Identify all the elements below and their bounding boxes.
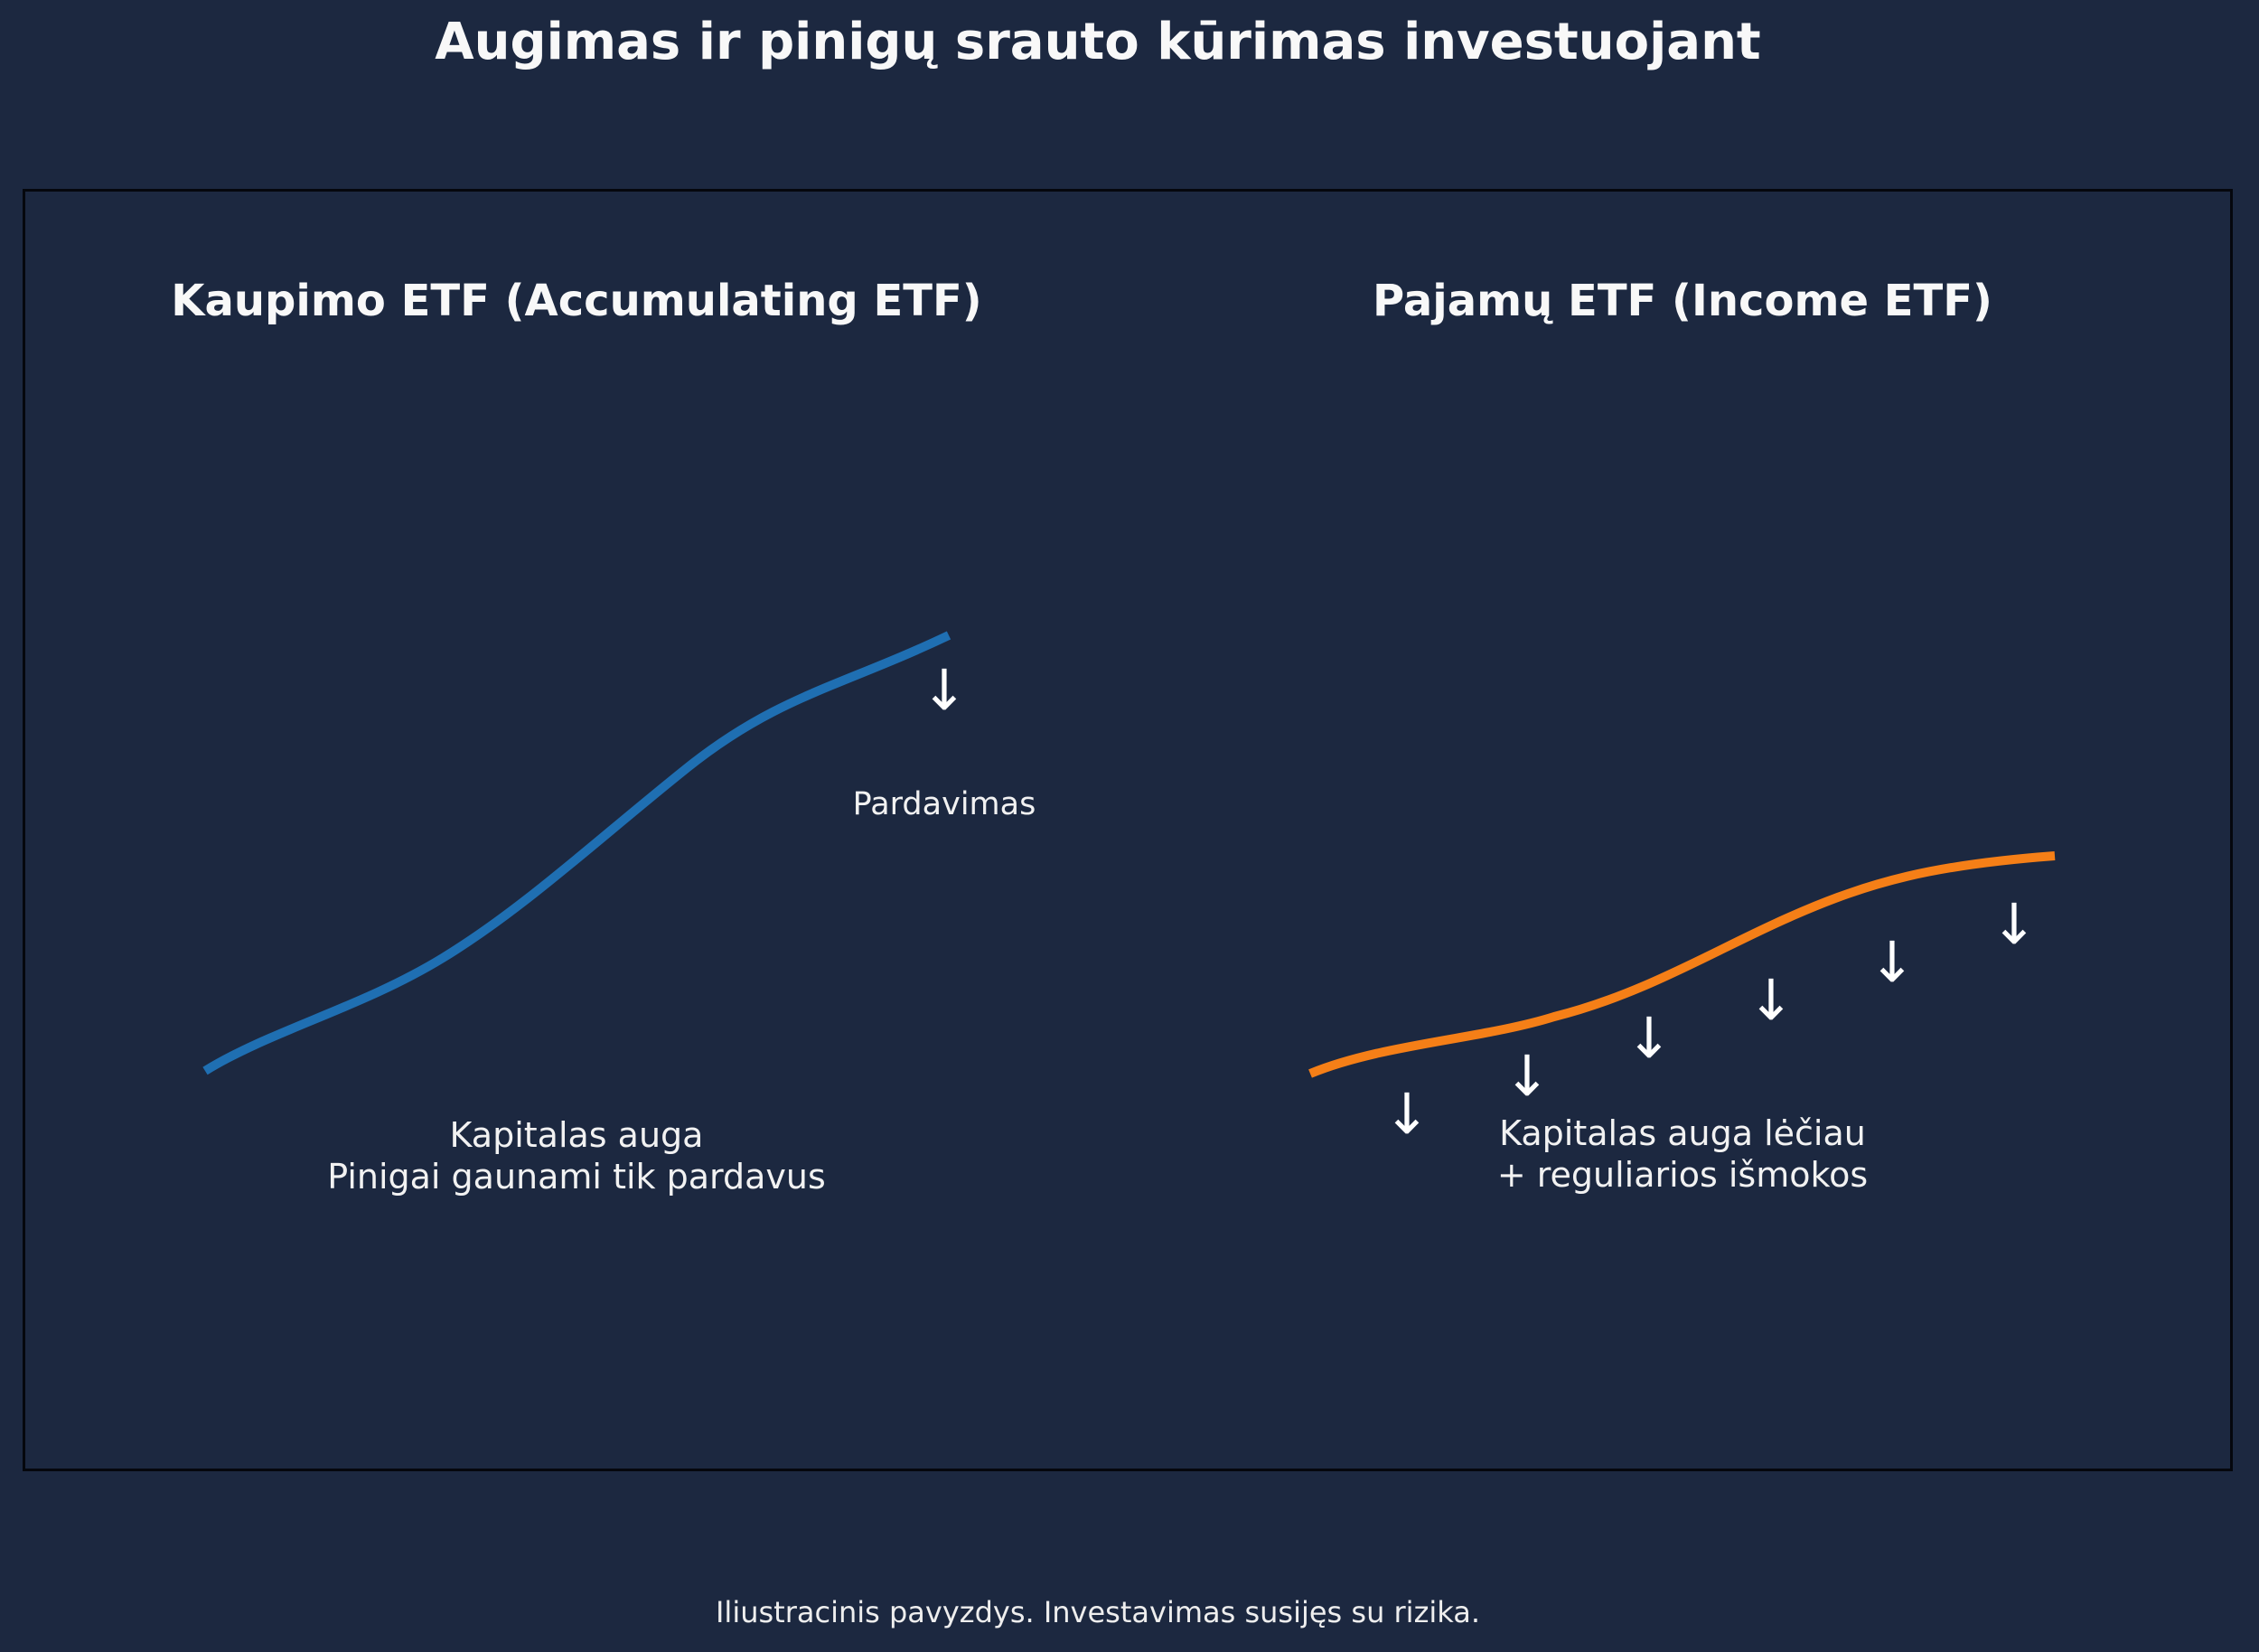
sell-arrow-icon: ↓ — [921, 657, 968, 723]
disclaimer-footer: Iliustracinis pavyzdys. Investavimas sus… — [715, 1595, 1480, 1629]
payout-arrow-icon: ↓ — [1869, 929, 1916, 995]
payout-arrow-icon: ↓ — [1504, 1043, 1551, 1109]
payout-arrow-icon: ↓ — [1991, 891, 2038, 957]
accumulating-caption-line2: Pinigai gaunami tik pardavus — [327, 1157, 826, 1197]
payout-arrow-icon: ↓ — [1748, 967, 1795, 1033]
diagram-frame — [23, 189, 2233, 1471]
accumulating-caption: Kapitalas auga Pinigai gaunami tik parda… — [327, 1114, 826, 1197]
payout-arrow-icon: ↓ — [1626, 1005, 1673, 1071]
accumulating-growth-line — [202, 631, 951, 1075]
accumulating-panel-title: Kaupimo ETF (Accumulating ETF) — [171, 276, 982, 326]
income-caption: Kapitalas auga lėčiau + reguliarios išmo… — [1497, 1112, 1868, 1196]
main-title: Augimas ir pinigų srauto kūrimas investu… — [435, 13, 1761, 71]
income-caption-line2: + reguliarios išmokos — [1496, 1155, 1869, 1195]
accumulating-caption-line1: Kapitalas auga — [449, 1115, 704, 1155]
income-caption-line1: Kapitalas auga lėčiau — [1499, 1113, 1866, 1153]
income-growth-line — [1308, 851, 2056, 1078]
payout-arrow-icon: ↓ — [1383, 1081, 1430, 1147]
sell-label: Pardavimas — [852, 786, 1036, 822]
income-panel-title: Pajamų ETF (Income ETF) — [1373, 276, 1992, 326]
